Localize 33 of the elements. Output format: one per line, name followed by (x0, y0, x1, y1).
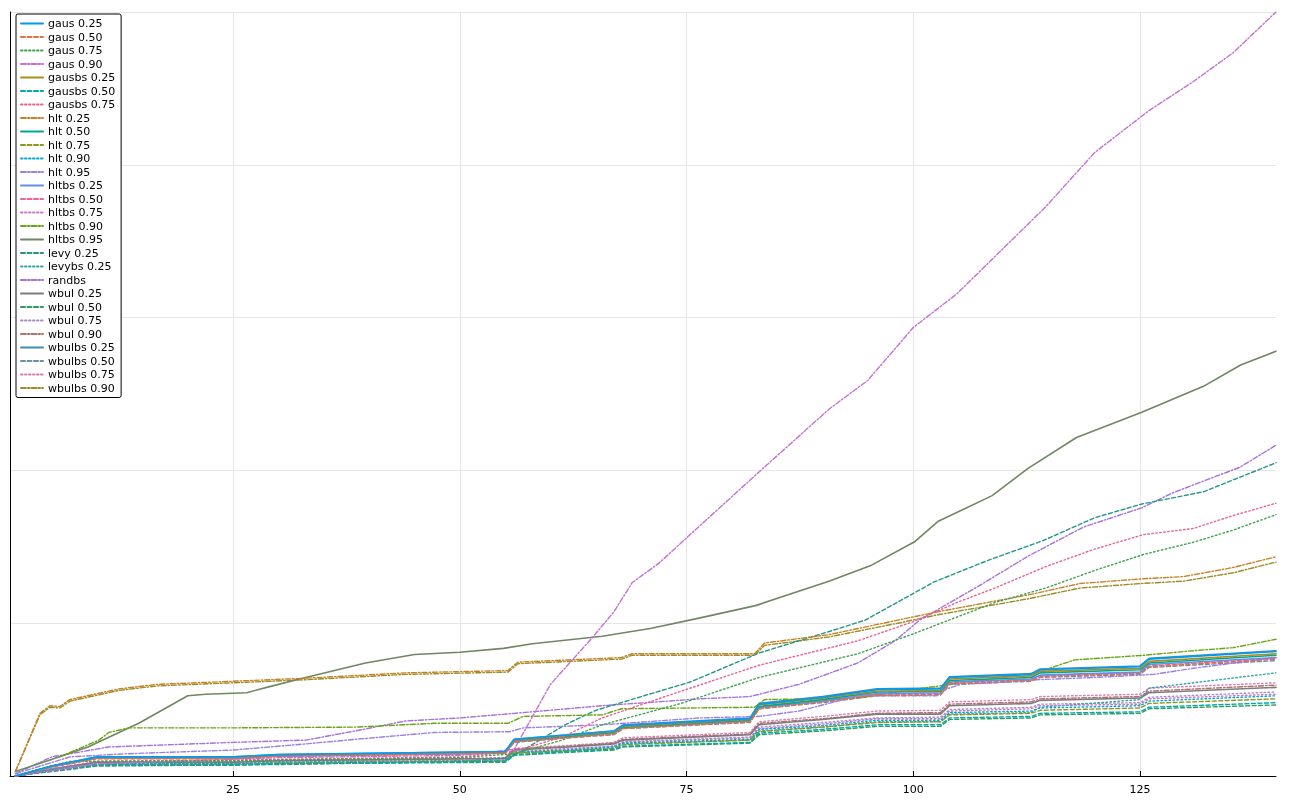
legend-label: gaus 0.25 (48, 17, 103, 30)
legend-label: wbul 0.25 (48, 287, 102, 300)
legend-label: levy 0.25 (48, 246, 99, 260)
legend-label: wbul 0.50 (48, 300, 102, 314)
legend-label: hltbs 0.90 (48, 219, 104, 233)
legend-label: gaus 0.75 (48, 44, 103, 57)
legend-label: hltbs 0.75 (48, 206, 104, 219)
legend-label: randbs (48, 273, 87, 287)
legend-label: gausbs 0.75 (48, 98, 116, 111)
x-tick-label: 100 (902, 783, 924, 796)
legend-label: hlt 0.50 (48, 125, 91, 138)
legend-label: levybs 0.25 (48, 260, 112, 273)
x-tick-label: 25 (226, 783, 241, 796)
legend-label: gausbs 0.25 (48, 71, 116, 84)
legend-label: gaus 0.50 (48, 30, 103, 44)
legend-label: hltbs 0.50 (48, 192, 104, 206)
legend-label: gausbs 0.50 (48, 84, 116, 98)
legend-label: hlt 0.25 (48, 111, 91, 125)
legend-label: hltbs 0.25 (48, 179, 104, 192)
legend-label: gaus 0.90 (48, 57, 103, 71)
legend-label: wbulbs 0.90 (48, 381, 115, 395)
legend-label: wbulbs 0.25 (48, 341, 115, 354)
legend-label: hlt 0.75 (48, 138, 91, 152)
x-tick-label: 50 (452, 783, 467, 796)
x-tick-label: 75 (679, 783, 694, 796)
legend-label: wbulbs 0.75 (48, 368, 115, 381)
x-tick-label: 125 (1129, 783, 1151, 796)
legend-label: hltbs 0.95 (48, 233, 104, 246)
legend-label: wbul 0.90 (48, 327, 102, 341)
legend-label: hlt 0.95 (48, 165, 91, 179)
legend-label: wbul 0.75 (48, 314, 102, 327)
legend-label: hlt 0.90 (48, 152, 91, 165)
legend-label: wbulbs 0.50 (48, 354, 115, 368)
